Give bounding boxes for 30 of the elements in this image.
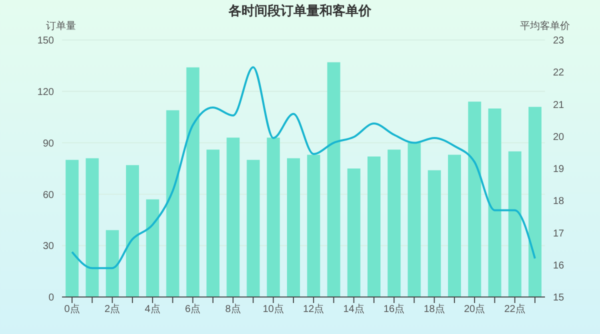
y-tick-label: 90 bbox=[42, 138, 54, 150]
y2-tick-label: 16 bbox=[553, 260, 565, 272]
y2-tick-label: 23 bbox=[553, 36, 565, 47]
x-tick-label: 20点 bbox=[464, 303, 486, 316]
y-tick-label: 150 bbox=[37, 36, 54, 47]
y-tick-label: 120 bbox=[37, 86, 54, 98]
x-tick-label: 0点 bbox=[64, 303, 80, 316]
y-tick-label: 0 bbox=[48, 292, 54, 304]
x-tick-label: 18点 bbox=[424, 303, 445, 316]
x-tick-label: 14点 bbox=[343, 303, 364, 316]
y2-tick-label: 15 bbox=[553, 292, 565, 304]
x-tick-label: 12点 bbox=[303, 303, 324, 316]
chart-title: 各时间段订单量和客单价 bbox=[228, 2, 372, 20]
x-tick-label: 8点 bbox=[225, 303, 241, 316]
y2-tick-label: 20 bbox=[553, 132, 565, 143]
x-tick-label: 10点 bbox=[262, 303, 284, 316]
x-tick-label: 6点 bbox=[185, 303, 201, 316]
x-tick-label: 22点 bbox=[504, 303, 526, 316]
y-tick-label: 60 bbox=[42, 190, 54, 201]
y2-tick-label: 22 bbox=[553, 68, 565, 79]
y-axis-title: 订单量 bbox=[46, 20, 76, 33]
x-tick-label: 2点 bbox=[104, 303, 120, 316]
y2-tick-label: 21 bbox=[553, 100, 565, 111]
y2-tick-label: 19 bbox=[553, 164, 565, 176]
y2-axis-title: 平均客单价 bbox=[520, 20, 570, 33]
y2-tick-label: 17 bbox=[553, 228, 565, 240]
y-tick-label: 30 bbox=[42, 241, 54, 252]
x-tick-label: 16点 bbox=[384, 303, 405, 316]
x-tick-label: 4点 bbox=[144, 303, 160, 316]
y2-tick-label: 18 bbox=[553, 196, 565, 208]
